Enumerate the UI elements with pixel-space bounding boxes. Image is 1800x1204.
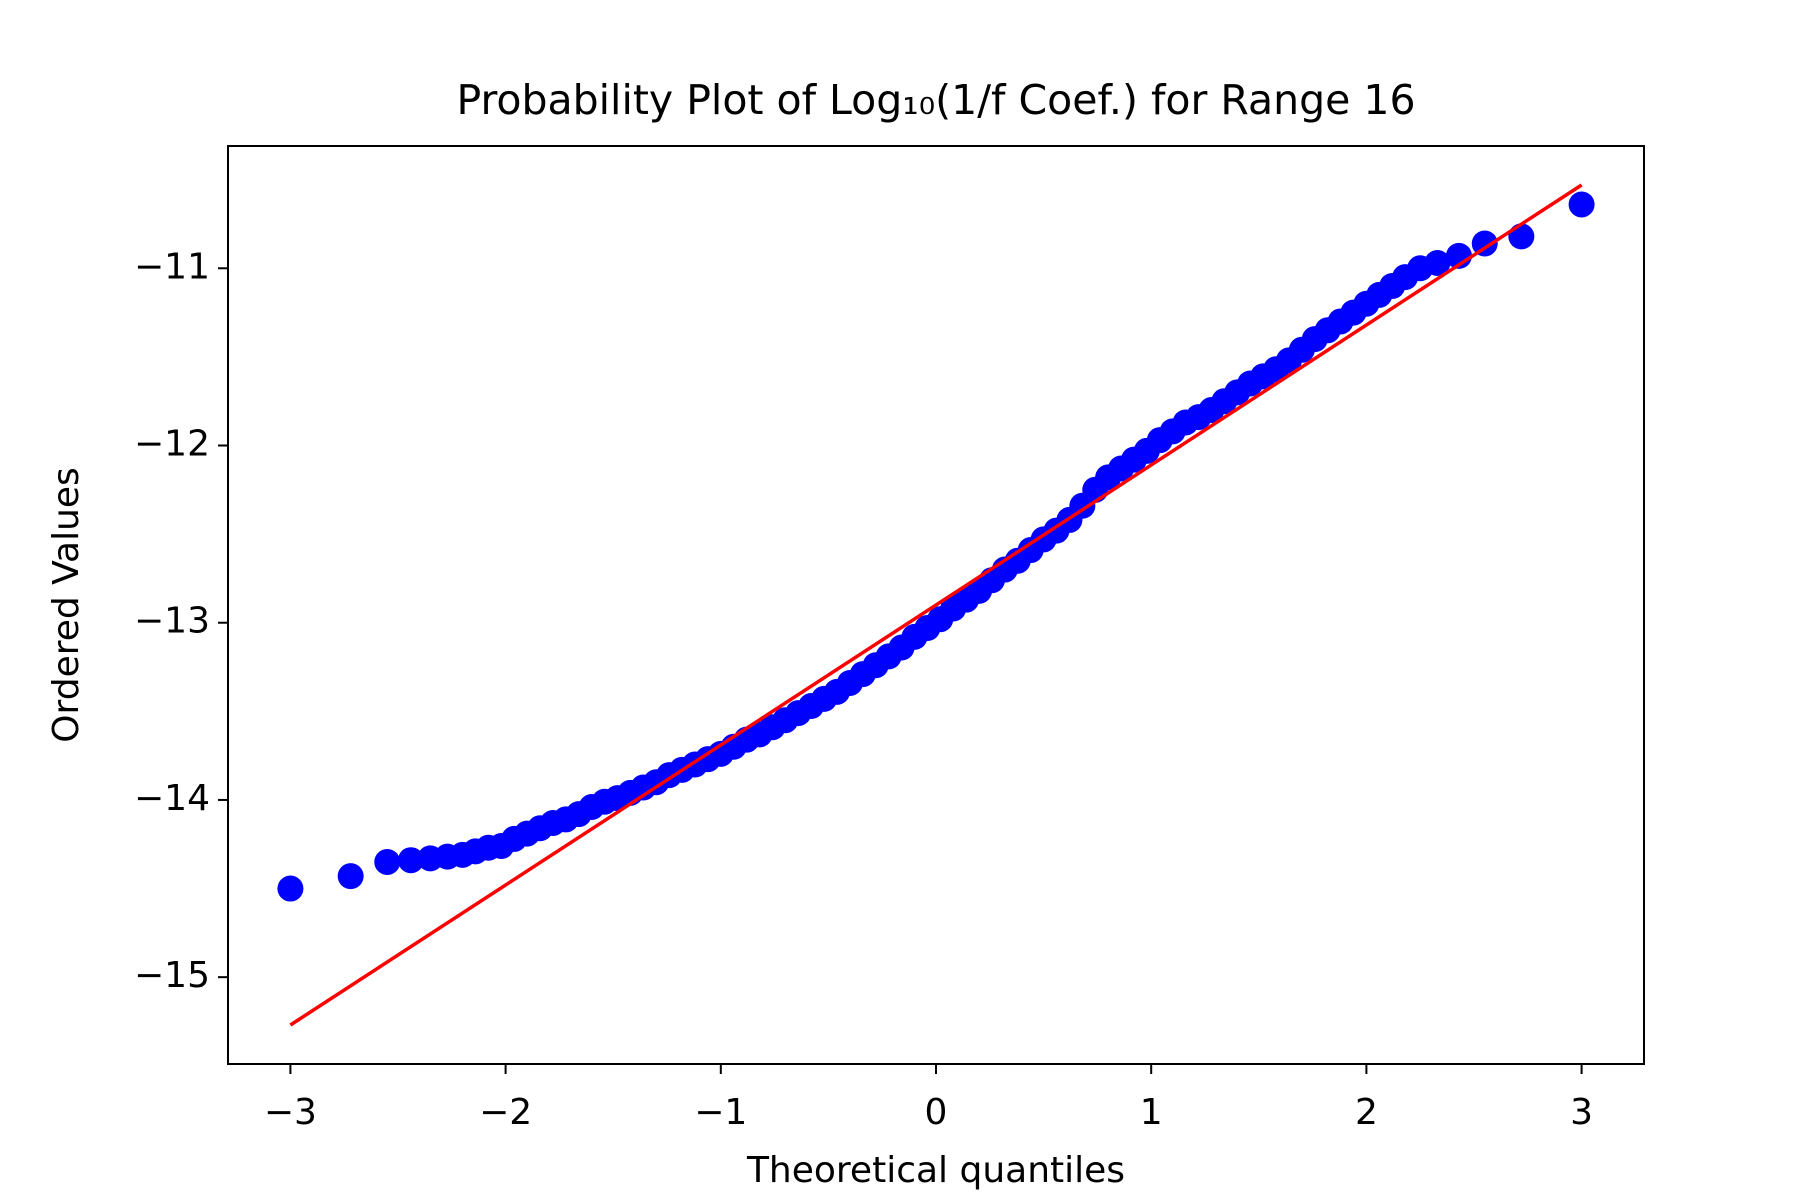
plot-frame xyxy=(227,145,1645,1065)
chart-title: Probability Plot of Log₁₀(1/f Coef.) for… xyxy=(456,76,1415,124)
data-point xyxy=(374,848,401,875)
y-tick-label: −14 xyxy=(134,778,210,819)
x-tick-label: 1 xyxy=(1140,1092,1163,1133)
x-tick-label: −1 xyxy=(694,1092,747,1133)
x-axis-label: Theoretical quantiles xyxy=(746,1150,1125,1191)
y-tick-label: −13 xyxy=(134,601,210,642)
x-tick-label: 3 xyxy=(1570,1092,1593,1133)
x-tick-label: −3 xyxy=(264,1092,317,1133)
y-tick-label: −15 xyxy=(134,955,210,996)
x-tick-label: 2 xyxy=(1355,1092,1378,1133)
fit-line xyxy=(289,183,1583,1027)
data-point xyxy=(1471,230,1498,257)
y-axis-label: Ordered Values xyxy=(46,467,87,743)
data-point xyxy=(397,847,424,874)
y-tick-label: −12 xyxy=(134,424,210,465)
data-point xyxy=(337,863,364,890)
data-point xyxy=(1508,223,1535,250)
x-tick-label: 0 xyxy=(925,1092,948,1133)
data-point xyxy=(1424,249,1451,276)
y-tick-label: −11 xyxy=(134,246,210,287)
data-point xyxy=(277,875,304,902)
data-point xyxy=(1568,191,1595,218)
x-tick-label: −2 xyxy=(479,1092,532,1133)
